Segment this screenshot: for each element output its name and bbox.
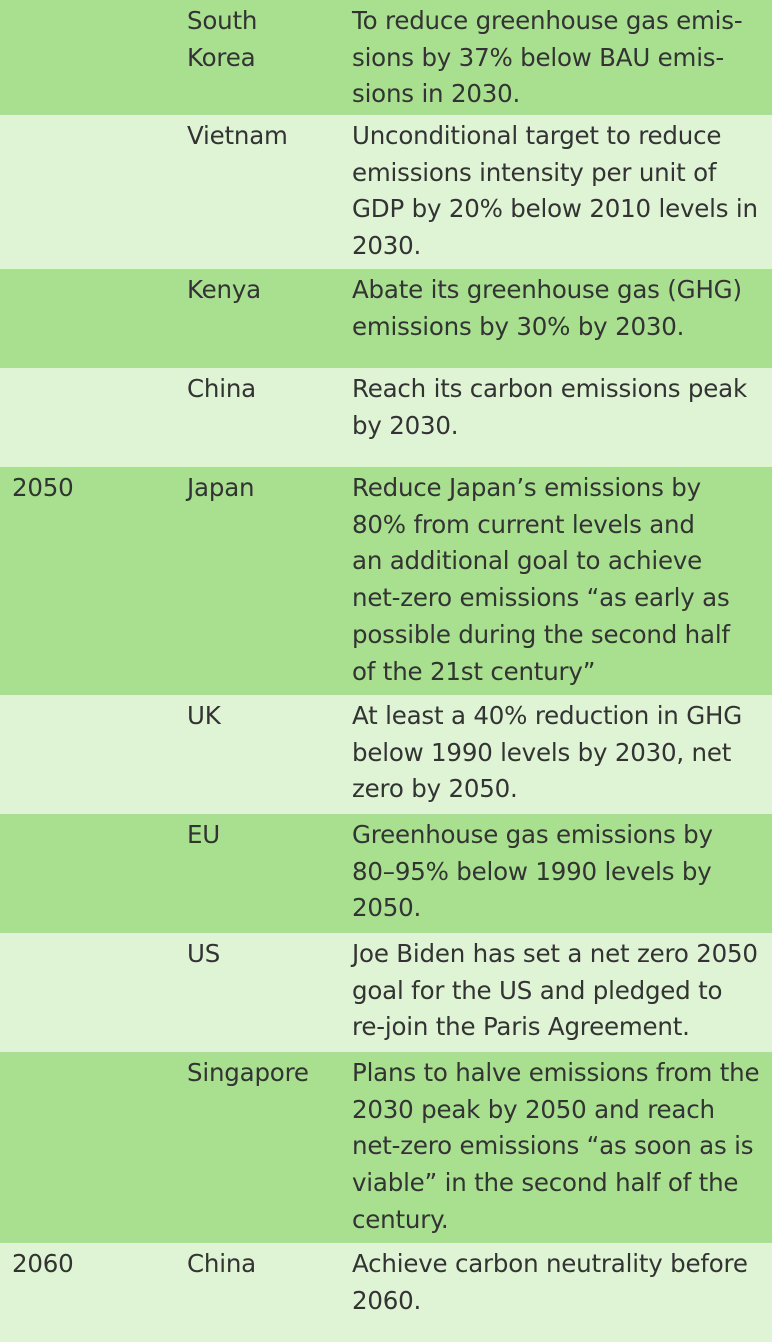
table-row: UK At least a 40% reduction in GHG below…	[0, 695, 772, 814]
target-cell: Plans to halve emissions from the 2030 p…	[352, 1058, 760, 1234]
target-cell: At least a 40% reduction in GHG below 19…	[352, 701, 743, 804]
target-cell: Achieve carbon neutrality before 2060.	[352, 1249, 748, 1315]
country-cell: Singapore	[187, 1058, 309, 1087]
table-row: Kenya Abate its greenhouse gas (GHG) emi…	[0, 269, 772, 368]
year-cell: 2060	[12, 1249, 74, 1278]
country-cell: Japan	[187, 473, 255, 502]
country-cell: US	[187, 939, 221, 968]
target-cell: Reach its carbon emissions peak by 2030.	[352, 374, 747, 440]
table-row: South Korea To reduce greenhouse gas emi…	[0, 0, 772, 115]
table-row: 2050 Japan Reduce Japan’s emissions by 8…	[0, 467, 772, 695]
target-cell: Abate its greenhouse gas (GHG) emissions…	[352, 275, 742, 341]
country-cell: China	[187, 1249, 256, 1278]
country-cell: Kenya	[187, 275, 261, 304]
table-row: Singapore Plans to halve emissions from …	[0, 1052, 772, 1243]
country-cell: EU	[187, 820, 221, 849]
table-row: 2060 China Achieve carbon neutrality bef…	[0, 1243, 772, 1342]
table-row: EU Greenhouse gas emissions by 80–95% be…	[0, 814, 772, 933]
country-cell: UK	[187, 701, 221, 730]
year-cell: 2050	[12, 473, 74, 502]
country-cell: Vietnam	[187, 121, 288, 150]
target-cell: Unconditional target to reduce emissions…	[352, 121, 758, 261]
table-row: China Reach its carbon emissions peak by…	[0, 368, 772, 467]
target-cell: Greenhouse gas emissions by 80–95% below…	[352, 820, 713, 923]
table-row: Vietnam Unconditional target to reduce e…	[0, 115, 772, 269]
country-cell: South Korea	[187, 6, 258, 72]
country-cell: China	[187, 374, 256, 403]
target-cell: Joe Biden has set a net zero 2050 goal f…	[352, 939, 758, 1042]
table-row: US Joe Biden has set a net zero 2050 goa…	[0, 933, 772, 1052]
target-cell: To reduce greenhouse gas emis- sions by …	[352, 6, 743, 109]
target-cell: Reduce Japan’s emissions by 80% from cur…	[352, 473, 730, 686]
